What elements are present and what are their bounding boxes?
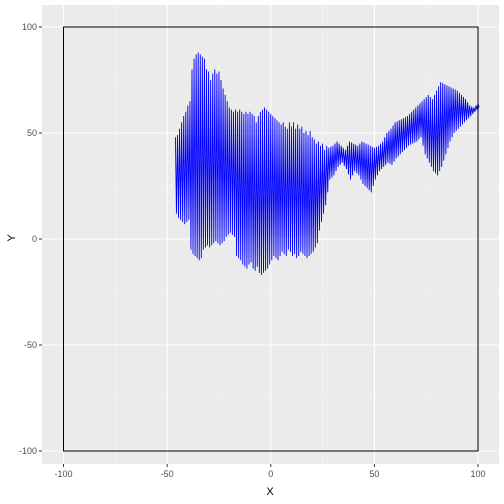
x-axis-title: X (266, 486, 274, 498)
x-tick-label: -100 (54, 469, 72, 479)
y-tick-label: 50 (27, 128, 37, 138)
x-tick-label: 0 (268, 469, 273, 479)
data-series (174, 52, 480, 276)
boundary-rectangle (63, 26, 479, 452)
y-axis-title: Y (6, 234, 18, 242)
x-tick-label: -50 (161, 469, 174, 479)
y-tick-label: 0 (32, 234, 37, 244)
y-axis-ticks: -100 -50 0 50 100 (19, 22, 42, 456)
x-axis-ticks: -100 -50 0 50 100 (54, 464, 486, 479)
x-tick-label: 50 (369, 469, 379, 479)
series-line (174, 52, 480, 276)
y-tick-label: 100 (22, 22, 37, 32)
x-tick-label: 100 (470, 469, 485, 479)
y-tick-label: -100 (19, 446, 37, 456)
y-tick-label: -50 (24, 340, 37, 350)
